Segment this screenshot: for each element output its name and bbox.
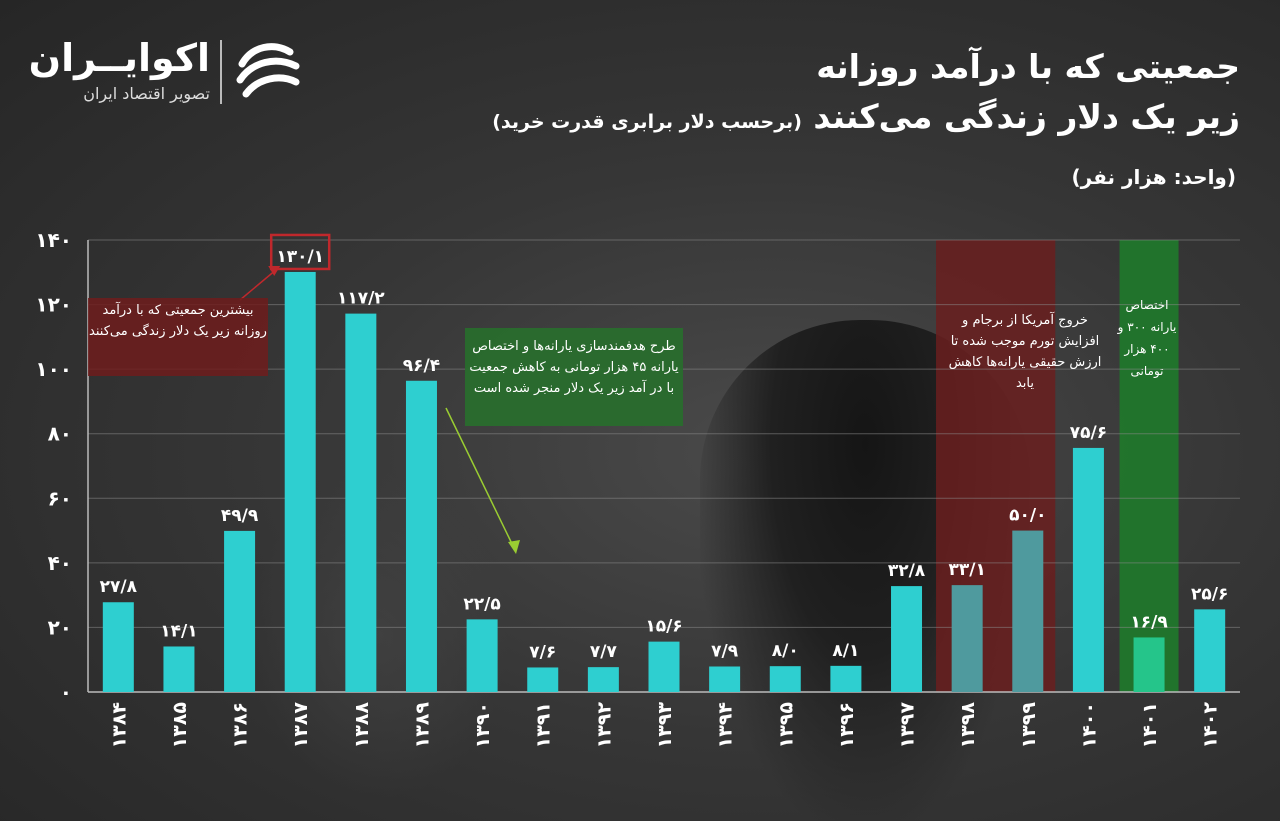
x-tick-label: ۱۳۹۲ [593, 702, 615, 749]
title-line-2: زیر یک دلار زندگی می‌کنند (برحسب دلار بر… [492, 92, 1240, 147]
x-tick-label: ۱۳۸۶ [230, 702, 252, 748]
y-tick-label: ۶۰ [48, 486, 72, 510]
max-arrow [239, 267, 279, 301]
y-tick-label: ۱۰۰ [35, 357, 72, 381]
bar-value-label: ۷/۷ [590, 642, 618, 662]
bar [345, 313, 377, 692]
x-tick-label: ۱۳۹۱ [533, 702, 555, 748]
x-tick-label: ۱۳۸۴ [108, 702, 130, 748]
logo-mark-icon [236, 43, 300, 98]
bar-value-label: ۱۶/۹ [1130, 612, 1168, 632]
bar [1072, 447, 1104, 692]
bar [163, 646, 195, 692]
y-tick-label: ۲۰ [48, 615, 72, 639]
bar [224, 530, 256, 692]
max-arrow-head [268, 266, 281, 276]
bar-value-label: ۷/۹ [711, 641, 739, 661]
bar-value-label: ۸/۰ [772, 641, 799, 661]
us-exit-annotation: خروج آمریکا از برجام و افزایش تورم موجب … [948, 313, 1102, 391]
logo-name: اکوایــران [28, 36, 210, 80]
bar [891, 586, 923, 692]
y-tick-label: ۸۰ [48, 422, 72, 446]
bar-value-label: ۷/۶ [529, 642, 556, 662]
x-tick-label: ۱۳۸۷ [290, 702, 312, 749]
bar [1133, 637, 1165, 692]
bar-value-label: ۳۲/۸ [888, 561, 926, 581]
x-tick-label: ۱۳۹۶ [836, 702, 858, 748]
x-tick-label: ۱۳۹۷ [897, 702, 919, 749]
title-line-1: جمعیتی که با درآمد روزانه [816, 47, 1240, 86]
logo-tagline: تصویر اقتصاد ایران [83, 84, 210, 103]
bar [709, 666, 741, 692]
bar [405, 380, 437, 692]
x-tick-label: ۱۳۹۹ [1018, 702, 1040, 749]
bar-value-label: ۴۹/۹ [221, 506, 259, 526]
bar [648, 641, 680, 692]
bar-value-label: ۸/۱ [832, 641, 859, 661]
x-tick-label: ۱۴۰۰ [1078, 702, 1100, 748]
unit-label: (واحد: هزار نفر) [1071, 165, 1236, 189]
bar [769, 666, 801, 692]
title-line-2-main: زیر یک دلار زندگی می‌کنند [813, 97, 1240, 136]
logo: اکوایــران تصویر اقتصاد ایران [28, 32, 318, 112]
bar-value-label: ۱۵/۶ [645, 617, 682, 637]
bar-value-label: ۹۶/۴ [403, 356, 440, 376]
bar [284, 271, 316, 692]
chart-title: جمعیتی که با درآمد روزانه زیر یک دلار زن… [492, 42, 1240, 147]
x-tick-label: ۱۳۹۵ [775, 702, 797, 749]
bar-value-label: ۱۴/۱ [160, 621, 197, 641]
y-tick-label: ۴۰ [48, 551, 72, 575]
x-tick-label: ۱۳۸۵ [169, 702, 191, 749]
x-tick-label: ۱۴۰۲ [1200, 702, 1222, 749]
bar-value-label: ۲۵/۶ [1191, 584, 1228, 604]
x-tick-label: ۱۳۸۸ [351, 702, 373, 749]
x-tick-label: ۱۳۹۸ [957, 702, 979, 749]
max-highlight-box [269, 233, 331, 271]
title-line-2-note: (برحسب دلار برابری قدرت خرید) [492, 111, 802, 133]
y-tick-label: ۰ [60, 680, 72, 704]
max-annotation: بیشترین جمعیتی که با درآمد روزانه زیر یک… [88, 298, 268, 376]
x-tick-label: ۱۳۹۴ [715, 702, 737, 748]
x-tick-label: ۱۴۰۱ [1139, 702, 1161, 748]
x-tick-label: ۱۳۹۰ [472, 702, 494, 748]
bar-value-label: ۱۳۰/۱ [276, 247, 324, 267]
bar [466, 619, 498, 692]
bar [102, 602, 134, 692]
bar [587, 667, 619, 692]
bar [1194, 609, 1226, 692]
bar-value-label: ۳۳/۱ [948, 560, 985, 580]
x-tick-label: ۱۳۸۹ [411, 702, 433, 749]
bar [527, 667, 559, 692]
bar-value-label: ۵۰/۰ [1009, 506, 1046, 526]
y-tick-label: ۱۲۰ [35, 293, 72, 317]
bar [830, 665, 862, 692]
bar [951, 585, 983, 692]
bar-value-label: ۲۲/۵ [463, 594, 500, 614]
bar-value-label: ۱۱۷/۲ [337, 289, 385, 309]
bar-value-label: ۷۵/۶ [1070, 423, 1107, 443]
reform-arrow [445, 407, 515, 549]
subsidy-reform-annotation: طرح هدفمندسازی یارانه‌ها و اختصاص یارانه… [465, 328, 683, 426]
reform-arrow-head [508, 540, 520, 554]
bar [1012, 530, 1044, 692]
y-tick-label: ۱۴۰ [35, 228, 72, 252]
bar-value-label: ۲۷/۸ [100, 577, 138, 597]
x-tick-label: ۱۳۹۳ [654, 702, 676, 749]
new-subsidy-annotation: اختصاص یارانه ۳۰۰ و ۴۰۰ هزار تومانی [1117, 298, 1177, 378]
green-band [1119, 240, 1179, 692]
logo-divider [220, 40, 222, 104]
